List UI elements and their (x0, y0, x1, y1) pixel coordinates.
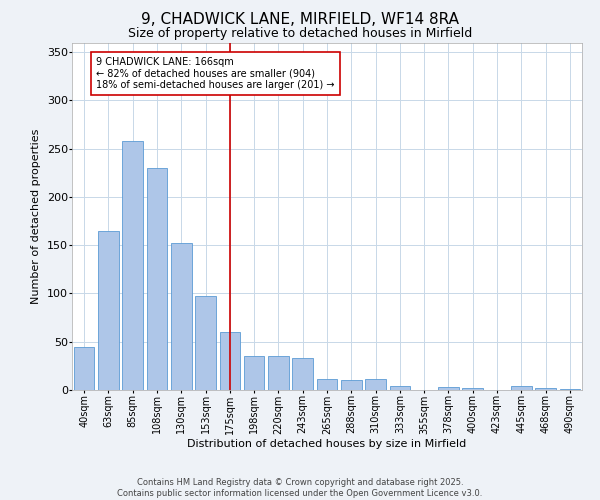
Bar (365, 380, 386, 390)
Bar (511, 386, 532, 390)
Bar (438, 387, 459, 390)
Bar (317, 380, 337, 390)
Text: Contains HM Land Registry data © Crown copyright and database right 2025.
Contai: Contains HM Land Registry data © Crown c… (118, 478, 482, 498)
Bar (341, 380, 362, 390)
Bar (560, 389, 580, 390)
Bar (535, 388, 556, 390)
Bar (463, 388, 483, 390)
Text: 9, CHADWICK LANE, MIRFIELD, WF14 8RA: 9, CHADWICK LANE, MIRFIELD, WF14 8RA (141, 12, 459, 28)
Bar (171, 244, 191, 390)
Bar (98, 230, 119, 390)
Bar (268, 356, 289, 390)
Bar (74, 346, 94, 390)
Bar (292, 358, 313, 390)
Bar (389, 386, 410, 390)
Y-axis label: Number of detached properties: Number of detached properties (31, 128, 41, 304)
Text: 9 CHADWICK LANE: 166sqm
← 82% of detached houses are smaller (904)
18% of semi-d: 9 CHADWICK LANE: 166sqm ← 82% of detache… (96, 57, 335, 90)
Bar (146, 168, 167, 390)
X-axis label: Distribution of detached houses by size in Mirfield: Distribution of detached houses by size … (187, 439, 467, 449)
Bar (244, 356, 265, 390)
Text: Size of property relative to detached houses in Mirfield: Size of property relative to detached ho… (128, 28, 472, 40)
Bar (122, 141, 143, 390)
Bar (220, 332, 240, 390)
Bar (195, 296, 216, 390)
